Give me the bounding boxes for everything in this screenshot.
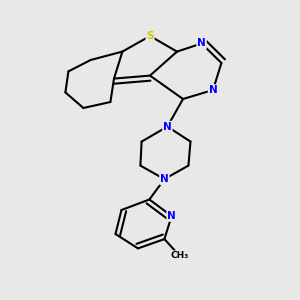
Text: S: S bbox=[146, 31, 154, 41]
Text: N: N bbox=[163, 122, 172, 132]
Text: N: N bbox=[167, 211, 176, 221]
Text: N: N bbox=[197, 38, 206, 49]
Text: CH₃: CH₃ bbox=[170, 251, 188, 260]
Text: N: N bbox=[160, 174, 169, 184]
Text: N: N bbox=[208, 85, 217, 95]
